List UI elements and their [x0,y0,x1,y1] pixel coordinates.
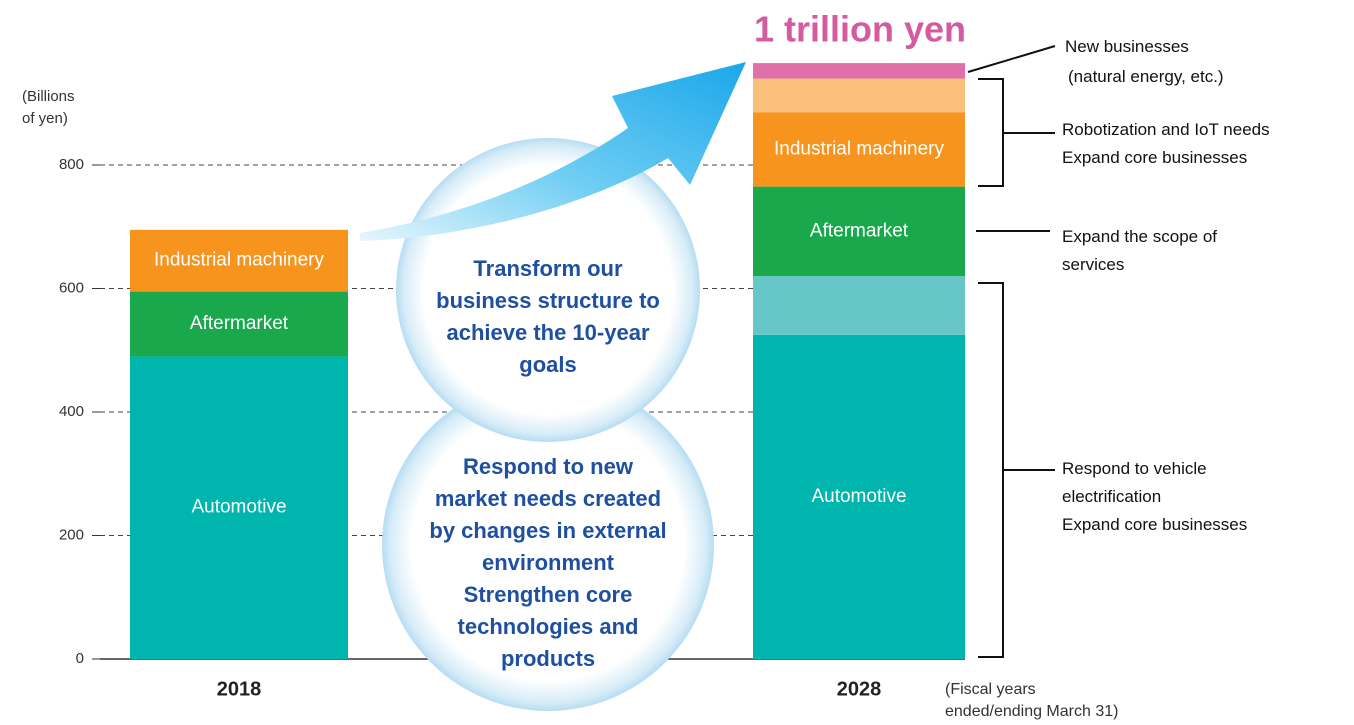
circle-lower [382,379,714,711]
segment-label: Industrial machinery [154,250,325,271]
x-tick-label: 2018 [217,678,262,700]
segment-label: Automotive [191,497,286,518]
annotation-line: Robotization and IoT needs [1062,120,1270,139]
bar-segment [130,291,348,357]
y-tick-label: 0 [76,650,84,667]
x-tick-label: 2028 [837,678,882,700]
y-axis-label-line: (Billions [22,88,75,105]
circle-text-line: Strengthen core [464,582,633,607]
annotation-line: New businesses [1065,37,1189,56]
circle-text: Transform our business structure to achiev… [436,256,660,377]
growth-arrow [360,62,746,241]
annotation: Respond to vehicle electrification Expand … [1062,459,1247,534]
annotation: Expand the scope of services [1062,227,1217,274]
annotation-lines [967,45,1056,658]
circle-text: Respond to new market needs created by cha… [429,454,666,671]
y-axis-label-line: of yen) [22,110,68,127]
bar-segment [753,112,965,187]
circle-text-line: technologies and [458,614,639,639]
y-tick-label: 200 [59,526,84,543]
bar-segment [753,334,965,659]
segment-label: Industrial machinery [774,139,945,160]
x-axis-note-line: ended/ending March 31) [945,703,1118,720]
bar-segment [130,356,348,659]
y-axis-label: (Billions of yen) [22,88,75,127]
segment-label: Aftermarket [810,220,909,241]
bar-segment [753,63,965,79]
y-tick-label: 400 [59,403,84,420]
annotation-line: electrification [1062,487,1161,506]
annotation-line: Expand core businesses [1062,148,1247,167]
annotation-line: Respond to vehicle [1062,459,1207,478]
annotation: New businesses (natural energy, etc.) [1065,37,1224,86]
circle-text-line: achieve the 10-year [446,320,649,345]
circle-text-line: by changes in external [429,518,666,543]
circle-text-line: Respond to new [463,454,634,479]
x-axis-note: (Fiscal years ended/ending March 31) [945,681,1118,720]
circle-text-line: business structure to [436,288,660,313]
y-tick-label: 800 [59,156,84,173]
circle-text-line: Transform our [473,256,623,281]
chart-title: 1 trillion yen [754,9,966,50]
circle-text-line: goals [519,352,576,377]
segment-label: Aftermarket [190,313,289,334]
circle-text-line: market needs created [435,486,661,511]
bar-segment [753,186,965,277]
bar-segment [130,229,348,292]
annotation-line: (natural energy, etc.) [1068,67,1224,86]
segment-label: Automotive [811,486,906,507]
circle-text-line: environment [482,550,615,575]
x-axis-note-line: (Fiscal years [945,681,1036,698]
circle-text-line: products [501,646,595,671]
bar-segment [753,78,965,113]
annotation-line: Expand core businesses [1062,515,1247,534]
annotation-line: Expand the scope of [1062,227,1217,246]
annotation: Robotization and IoT needs Expand core bu… [1062,120,1270,167]
y-tick-label: 600 [59,279,84,296]
bar-segment [753,276,965,335]
annotation-line: services [1062,255,1124,274]
